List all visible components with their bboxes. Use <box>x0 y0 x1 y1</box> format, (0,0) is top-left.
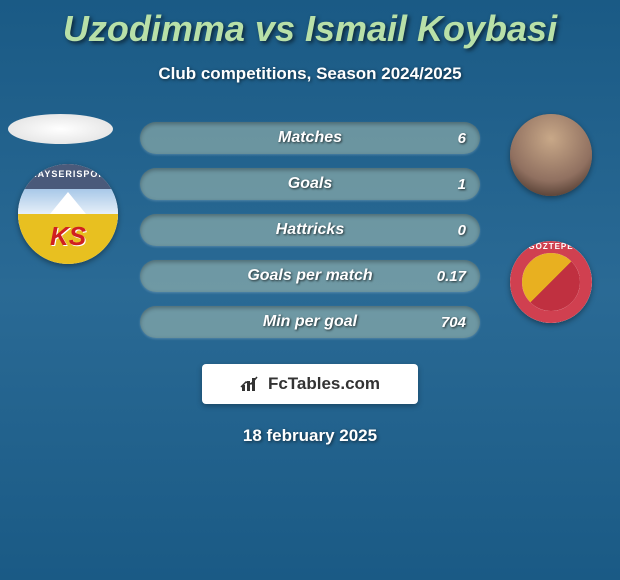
stat-value-right: 0 <box>458 222 466 239</box>
date-text: 18 february 2025 <box>0 426 620 446</box>
stat-label: Goals per match <box>247 267 372 285</box>
player-right-photo <box>510 114 592 196</box>
stat-row-goals-per-match: Goals per match 0.17 <box>140 260 480 292</box>
stat-value-right: 6 <box>458 130 466 147</box>
player-right-club-badge: GÖZTEPE <box>510 241 592 323</box>
comparison-content: KAYSERISPOR KS Matches 6 Goals 1 Hattric… <box>0 114 620 354</box>
stat-row-goals: Goals 1 <box>140 168 480 200</box>
stat-label: Hattricks <box>276 221 344 239</box>
stats-list: Matches 6 Goals 1 Hattricks 0 Goals per … <box>140 122 480 352</box>
stat-value-right: 1 <box>458 176 466 193</box>
left-player-column: KAYSERISPOR KS <box>8 114 128 264</box>
subtitle: Club competitions, Season 2024/2025 <box>0 64 620 84</box>
mountain-icon <box>50 192 86 214</box>
stat-value-right: 704 <box>441 314 466 331</box>
club-badge-ring <box>510 241 592 323</box>
club-badge-arc-text: KAYSERISPOR <box>18 164 118 189</box>
stat-value-right: 0.17 <box>437 268 466 285</box>
club-badge-arc-text: GÖZTEPE <box>510 242 592 251</box>
player-left-club-badge: KAYSERISPOR KS <box>18 164 118 264</box>
player-face-placeholder <box>510 114 592 196</box>
player-left-photo-placeholder <box>8 114 113 144</box>
stat-row-min-per-goal: Min per goal 704 <box>140 306 480 338</box>
stat-row-hattricks: Hattricks 0 <box>140 214 480 246</box>
stat-label: Matches <box>278 129 342 147</box>
club-badge-initials: KS <box>18 221 118 252</box>
chart-icon <box>240 375 262 393</box>
brand-text: FcTables.com <box>268 374 380 394</box>
right-player-column: GÖZTEPE <box>510 114 600 323</box>
stat-label: Min per goal <box>263 313 357 331</box>
page-title: Uzodimma vs Ismail Koybasi <box>0 0 620 50</box>
stat-row-matches: Matches 6 <box>140 122 480 154</box>
stat-label: Goals <box>288 175 332 193</box>
brand-box: FcTables.com <box>202 364 418 404</box>
